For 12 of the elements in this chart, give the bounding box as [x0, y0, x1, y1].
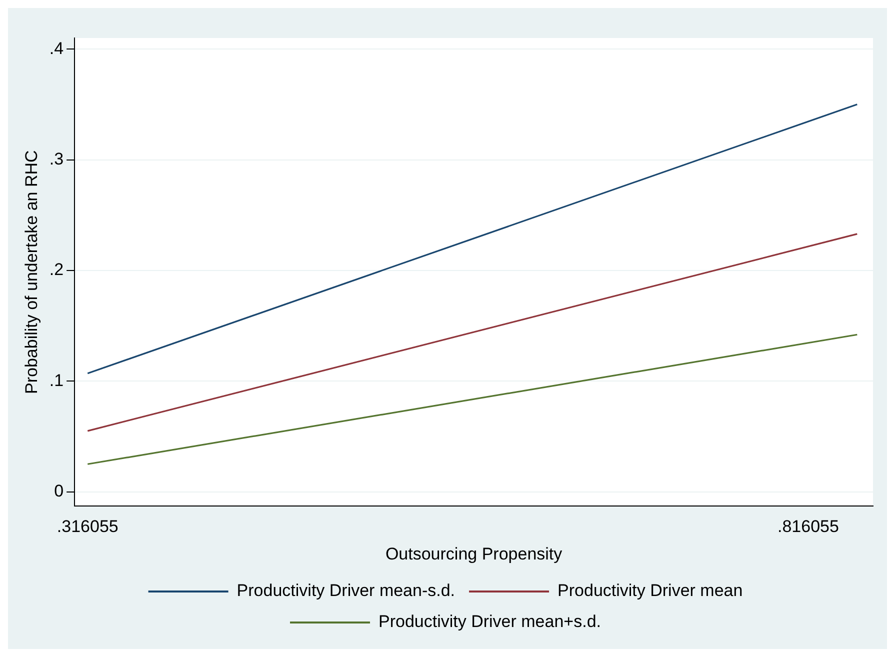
y-axis-title: Probability of undertake an RHC — [22, 150, 41, 394]
legend-label: Productivity Driver mean+s.d. — [378, 612, 602, 632]
x-tick-label: .316055 — [56, 517, 118, 536]
y-tick-label: .4 — [49, 38, 64, 58]
y-tick-label: 0 — [54, 482, 64, 500]
x-tick-label: .816055 — [778, 517, 839, 536]
legend-label: Productivity Driver mean — [558, 581, 743, 600]
legend-label: Productivity Driver mean-s.d. — [236, 581, 456, 600]
y-tick-label: .2 — [49, 260, 64, 280]
y-tick-label: .3 — [49, 149, 64, 168]
x-axis-title: Outsourcing Propensity — [385, 544, 563, 564]
y-tick-label: .1 — [49, 370, 64, 390]
